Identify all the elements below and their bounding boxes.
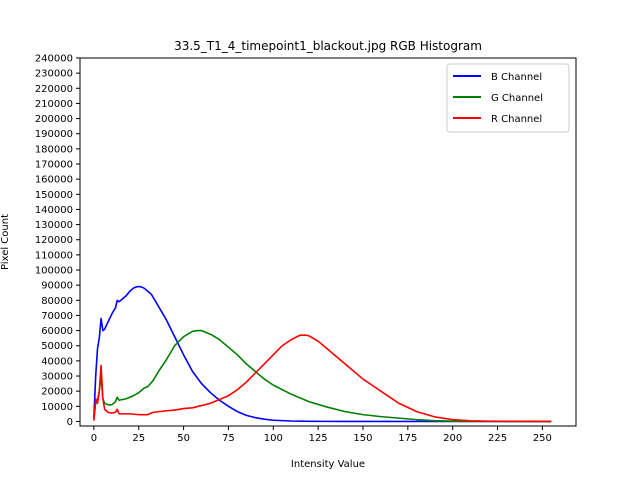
y-axis-title: Pixel Count [0, 214, 11, 270]
x-tick-label: 250 [533, 433, 552, 444]
y-tick-label: 30000 [41, 372, 73, 383]
y-tick-label: 230000 [35, 69, 73, 80]
series-line-g [93, 329, 552, 423]
y-tick-label: 130000 [35, 220, 73, 231]
legend-label-g: G Channel [491, 93, 543, 104]
y-axis-ticks: 0 10000 20000 30000 40000 50000 60000 70000 8000… [35, 54, 80, 428]
y-tick-label: 170000 [35, 160, 73, 171]
y-tick-label: 140000 [35, 205, 73, 216]
y-tick-label: 220000 [35, 84, 73, 95]
y-tick-label: 240000 [35, 54, 73, 65]
y-tick-label: 0 [67, 417, 73, 428]
x-tick-label: 50 [177, 433, 190, 444]
y-tick-label: 80000 [41, 296, 73, 307]
x-tick-label: 150 [353, 433, 372, 444]
x-tick-label: 125 [309, 433, 328, 444]
x-tick-label: 225 [488, 433, 507, 444]
x-tick-label: 75 [222, 433, 235, 444]
y-tick-label: 190000 [35, 129, 73, 140]
legend-label-b: B Channel [491, 72, 542, 83]
series-line-b [93, 285, 552, 423]
chart-title: 33.5_T1_4_timepoint1_blackout.jpg RGB Hi… [174, 39, 482, 53]
x-tick-label: 175 [398, 433, 417, 444]
y-tick-label: 70000 [41, 311, 73, 322]
legend-label-r: R Channel [491, 114, 542, 125]
x-tick-label: 0 [91, 433, 97, 444]
legend-box [446, 63, 570, 133]
legend: B Channel G Channel R Channel [446, 63, 570, 133]
x-axis-ticks: 0 25 50 75 100 125 150 175 200 225 250 [91, 426, 552, 444]
x-tick-label: 100 [264, 433, 283, 444]
y-tick-label: 100000 [35, 266, 73, 277]
y-tick-label: 160000 [35, 175, 73, 186]
y-tick-label: 120000 [35, 235, 73, 246]
x-tick-label: 200 [443, 433, 462, 444]
series-lines [93, 285, 552, 423]
series-line-r [93, 334, 552, 423]
y-tick-label: 50000 [41, 341, 73, 352]
x-tick-label: 25 [132, 433, 145, 444]
y-tick-label: 110000 [35, 250, 73, 261]
y-tick-label: 150000 [35, 190, 73, 201]
y-tick-label: 200000 [35, 114, 73, 125]
y-tick-label: 40000 [41, 356, 73, 367]
y-tick-label: 10000 [41, 402, 73, 413]
y-tick-label: 210000 [35, 99, 73, 110]
y-tick-label: 180000 [35, 144, 73, 155]
y-tick-label: 90000 [41, 281, 73, 292]
y-tick-label: 60000 [41, 326, 73, 337]
plot-area-frame [79, 57, 577, 427]
y-tick-label: 20000 [41, 387, 73, 398]
x-axis-title: Intensity Value [291, 459, 365, 470]
